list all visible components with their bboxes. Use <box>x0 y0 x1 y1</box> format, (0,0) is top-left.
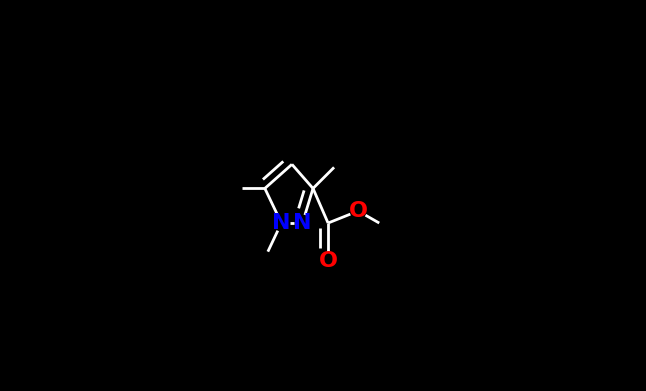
Text: N: N <box>293 213 312 233</box>
Text: O: O <box>318 251 338 271</box>
Text: N: N <box>272 213 291 233</box>
Text: O: O <box>349 201 368 221</box>
